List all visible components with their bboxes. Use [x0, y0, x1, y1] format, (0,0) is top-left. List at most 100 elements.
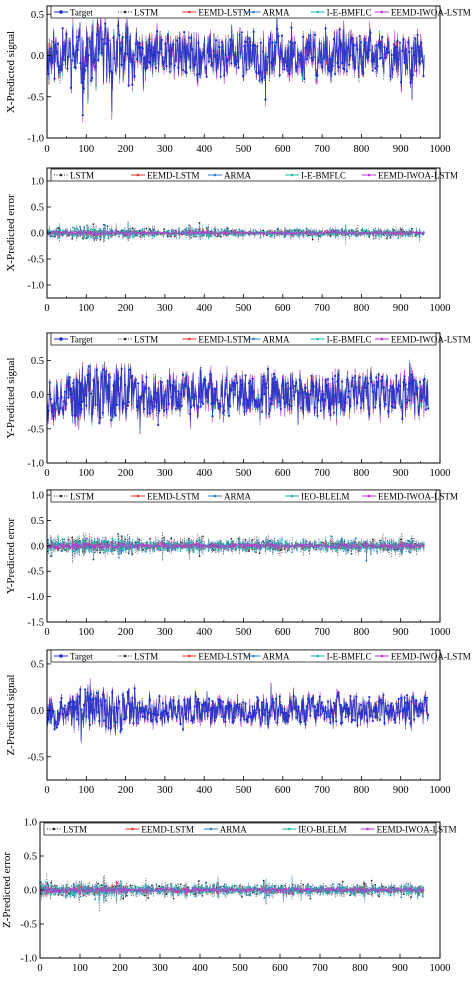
error-point: [349, 894, 351, 897]
x-tick-label: 1000: [430, 785, 451, 796]
x-tick-label: 100: [78, 627, 94, 638]
target-point: [232, 53, 235, 57]
target-point: [391, 68, 394, 71]
target-point: [336, 61, 339, 64]
target-point: [132, 53, 135, 57]
error-point: [97, 232, 100, 235]
legend-label: Target: [70, 335, 93, 345]
error-point: [51, 540, 53, 542]
target-point: [146, 65, 149, 69]
x-tick-label: 700: [314, 785, 330, 796]
error-point: [280, 230, 283, 233]
target-point: [413, 718, 416, 721]
target-point: [191, 396, 194, 399]
target-point: [245, 68, 248, 71]
target-point: [410, 373, 413, 376]
x-tick-label: 100: [78, 144, 94, 155]
target-point: [189, 412, 192, 416]
target-point: [279, 51, 282, 55]
target-point: [380, 379, 383, 382]
target-point: [184, 384, 187, 387]
target-point: [158, 51, 161, 55]
error-point: [224, 229, 226, 232]
error-point: [316, 234, 318, 237]
target-point: [278, 73, 281, 77]
legend-marker: [136, 173, 140, 177]
target-point: [385, 48, 388, 51]
error-point: [379, 888, 382, 891]
target-point: [391, 709, 394, 712]
target-point: [284, 711, 287, 714]
error-point: [337, 229, 340, 232]
error-point: [182, 545, 185, 548]
error-point: [384, 231, 386, 234]
target-point: [144, 387, 147, 391]
legend-marker: [380, 654, 384, 658]
error-point: [292, 893, 295, 896]
error-point: [101, 233, 103, 235]
target-point: [291, 380, 294, 383]
target-point: [54, 720, 57, 723]
series-line-eemd-iwoa-lstm: [40, 885, 425, 896]
x-tick-label: 1000: [430, 303, 451, 314]
target-point: [374, 715, 377, 719]
error-point: [375, 890, 377, 893]
error-point: [188, 224, 191, 227]
target-point: [339, 392, 343, 395]
target-point: [409, 81, 412, 84]
target-point: [93, 58, 96, 61]
target-point: [388, 389, 391, 392]
error-point: [331, 545, 333, 548]
target-point: [111, 406, 114, 410]
error-point: [336, 887, 339, 890]
legend-marker: [52, 827, 56, 831]
y-tick-label: -1.0: [20, 954, 37, 965]
error-point: [360, 886, 363, 889]
error-point: [110, 229, 113, 232]
target-point: [259, 722, 262, 725]
target-point: [86, 374, 89, 377]
target-point: [337, 374, 340, 377]
error-point: [65, 542, 68, 544]
error-point: [90, 546, 93, 549]
target-point: [82, 87, 85, 90]
legend-marker: [367, 173, 371, 177]
target-point: [316, 74, 319, 77]
target-point: [167, 715, 170, 718]
target-point: [361, 61, 364, 64]
target-point: [297, 54, 300, 57]
error-point: [400, 885, 403, 888]
legend-marker: [380, 10, 384, 14]
error-point: [125, 546, 128, 549]
error-point: [97, 543, 100, 546]
target-point: [135, 709, 139, 712]
error-point: [221, 545, 224, 547]
error-point: [111, 541, 114, 544]
target-point: [127, 702, 130, 705]
error-point: [400, 896, 403, 899]
target-point: [377, 42, 380, 46]
target-point: [210, 706, 213, 710]
target-point: [213, 55, 216, 58]
target-point: [158, 409, 161, 412]
target-point: [361, 399, 364, 402]
target-point: [166, 712, 169, 715]
error-point: [263, 897, 266, 899]
error-point: [84, 890, 87, 893]
target-point: [185, 376, 188, 379]
error-point: [146, 541, 149, 544]
target-point: [368, 412, 371, 415]
target-point: [170, 62, 173, 65]
error-point: [370, 879, 373, 882]
error-point: [107, 237, 110, 240]
target-point: [82, 704, 85, 707]
x-tick-label: 100: [72, 963, 88, 974]
target-point: [416, 33, 419, 37]
x-tick-label: 600: [275, 303, 291, 314]
legend-marker: [59, 654, 63, 658]
error-point: [422, 233, 424, 236]
legend: Target LSTM EEMD-LSTM ARMA I-E-BMFLC EEMD-IWO…: [50, 5, 471, 19]
error-point: [192, 551, 195, 554]
error-point: [181, 889, 184, 892]
error-point: [365, 228, 368, 231]
